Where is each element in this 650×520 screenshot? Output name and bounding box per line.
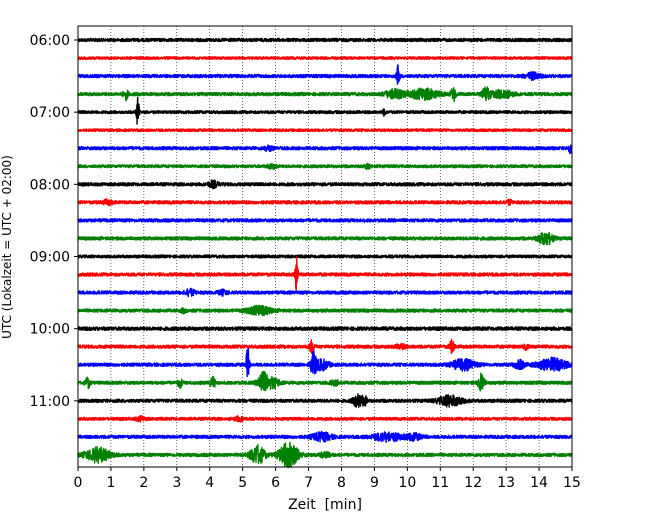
trace-line [77,304,573,317]
trace-line [77,430,573,444]
x-tick-label: 7 [304,475,313,491]
x-tick-label: 13 [497,475,515,491]
x-tick-label: 6 [271,475,280,491]
y-tick-label: 09:00 [30,249,70,265]
y-axis-ticks: 06:00 07:00 08:00 09:00 10:00 11:00 [30,33,78,410]
y-tick-label: 11:00 [30,394,70,410]
trace-line [77,162,573,171]
trace-line [77,370,573,392]
trace-line [77,441,573,469]
x-tick-label: 2 [139,475,148,491]
trace-line [77,96,573,125]
trace-line [77,254,573,259]
x-tick-label: 1 [106,475,115,491]
x-tick-label: 14 [530,475,548,491]
trace-line [77,338,573,355]
trace-line [77,86,573,103]
x-tick-label: 9 [370,475,379,491]
x-tick-label: 15 [563,475,581,491]
x-tick-label: 8 [337,475,346,491]
plot-background [78,26,572,467]
plot-frame [77,25,573,468]
y-tick-label: 10:00 [30,322,70,338]
y-axis-label: UTC (Lokalzeit = UTC + 02:00) [0,155,14,339]
x-axis-label: Zeit [min] [288,497,362,513]
trace-line [77,144,573,155]
x-tick-label: 11 [431,475,449,491]
x-tick-label: 5 [238,475,247,491]
trace-line [77,414,573,423]
trace-line [77,326,573,332]
trace-line [77,64,573,85]
x-tick-label: 12 [464,475,482,491]
trace-line [77,218,573,223]
trace-line [77,348,573,378]
trace-line [77,393,573,408]
trace-line [77,128,573,133]
trace-line [77,37,573,43]
trace-line [77,56,573,61]
seismogram-traces [77,37,573,469]
x-tick-label: 3 [172,475,181,491]
x-tick-label: 10 [398,475,416,491]
trace-line [77,179,573,190]
x-tick-label: 0 [74,475,83,491]
trace-line [77,198,573,207]
y-tick-label: 08:00 [30,177,70,193]
y-tick-label: 06:00 [30,33,70,49]
trace-line [77,256,573,294]
trace-line [77,232,573,246]
y-tick-label: 07:00 [30,105,70,121]
x-tick-label: 4 [205,475,214,491]
trace-line [77,287,573,298]
x-axis-ticks: 0 1 2 3 4 5 6 7 8 9 10 11 12 13 14 15 [74,467,581,491]
